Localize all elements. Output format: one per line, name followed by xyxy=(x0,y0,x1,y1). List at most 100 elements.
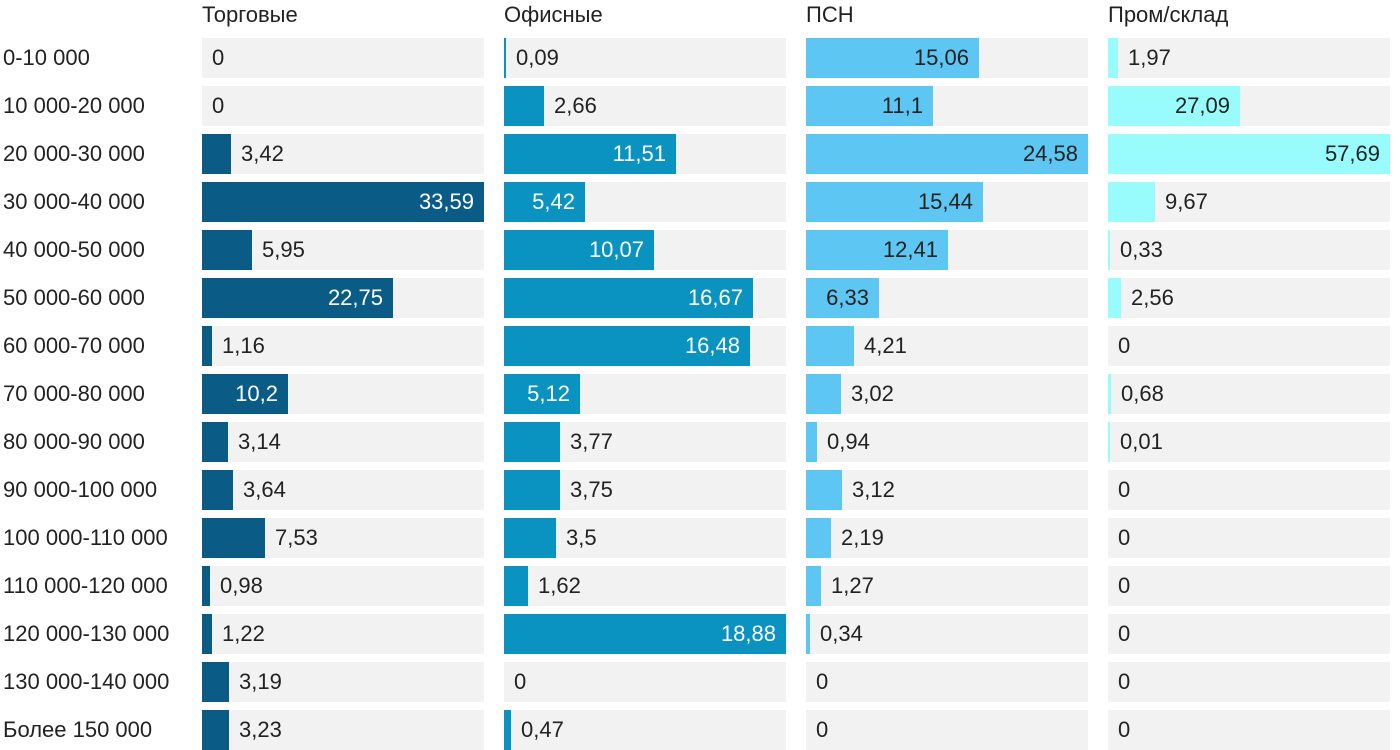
bar-track: 1,22 xyxy=(202,614,484,654)
bar-track: 0 xyxy=(1108,614,1390,654)
row-label: 90 000-100 000 xyxy=(3,477,158,502)
data-label: 1,62 xyxy=(538,573,581,598)
bar-track: 10,2 xyxy=(202,374,484,414)
data-label: 4,21 xyxy=(864,333,907,358)
bar xyxy=(504,278,753,318)
row-label: 100 000-110 000 xyxy=(3,525,168,550)
bar xyxy=(806,134,1088,174)
bar-track: 1,97 xyxy=(1108,38,1390,78)
data-label: 0 xyxy=(514,669,527,694)
row-label: 0-10 000 xyxy=(3,45,90,70)
bar xyxy=(202,230,252,270)
row-label: 80 000-90 000 xyxy=(3,429,145,454)
bar-track: 22,75 xyxy=(202,278,484,318)
bar xyxy=(806,278,879,318)
data-label: 0 xyxy=(1118,669,1131,694)
row-label: 120 000-130 000 xyxy=(3,621,170,646)
row-label: Более 150 000 xyxy=(3,717,153,742)
bar-track: 0 xyxy=(1108,518,1390,558)
data-label: 6,33 xyxy=(826,285,869,310)
bar xyxy=(806,38,979,78)
row-label: 110 000-120 000 xyxy=(3,573,168,598)
bar xyxy=(806,470,842,510)
data-label: 0 xyxy=(816,717,829,742)
bar xyxy=(504,326,750,366)
bar xyxy=(202,422,228,462)
bar-track: 2,56 xyxy=(1108,278,1390,318)
bar xyxy=(806,182,983,222)
bar xyxy=(504,518,556,558)
bar xyxy=(806,614,810,654)
bar-track: 0,47 xyxy=(504,710,786,750)
bar-track: 0,01 xyxy=(1108,422,1390,462)
data-label: 7,53 xyxy=(275,525,318,550)
bar-track: 3,5 xyxy=(504,518,786,558)
data-label: 0,94 xyxy=(827,429,870,454)
bar xyxy=(202,134,231,174)
data-label: 0,98 xyxy=(220,573,263,598)
bar xyxy=(1108,422,1110,462)
bar-track: 5,12 xyxy=(504,374,786,414)
bar xyxy=(504,374,580,414)
bar xyxy=(504,422,560,462)
bar xyxy=(202,662,229,702)
bar-track: 15,06 xyxy=(806,38,1088,78)
bar-track: 0 xyxy=(806,662,1088,702)
bar-track: 9,67 xyxy=(1108,182,1390,222)
data-label: 16,67 xyxy=(687,285,743,310)
bar-track: 0 xyxy=(1108,326,1390,366)
bar-track: 3,23 xyxy=(202,710,484,750)
data-label: 3,64 xyxy=(243,477,286,502)
bar-track: 11,1 xyxy=(806,86,1088,126)
data-label: 10,2 xyxy=(235,381,278,406)
bar xyxy=(1108,182,1155,222)
bar xyxy=(504,182,585,222)
data-label: 3,75 xyxy=(570,477,613,502)
bar xyxy=(202,326,212,366)
bar-track: 7,53 xyxy=(202,518,484,558)
data-label: 10,07 xyxy=(588,237,644,262)
data-label: 33,59 xyxy=(418,189,474,214)
bar-track: 3,75 xyxy=(504,470,786,510)
bar-track: 1,27 xyxy=(806,566,1088,606)
bar xyxy=(202,182,484,222)
data-label: 0 xyxy=(816,669,829,694)
bar-track: 1,62 xyxy=(504,566,786,606)
bar-track: 0 xyxy=(1108,710,1390,750)
bar xyxy=(202,518,265,558)
bar-track: 0 xyxy=(1108,470,1390,510)
series-header: Торговые xyxy=(202,2,298,27)
data-label: 2,56 xyxy=(1131,285,1174,310)
data-label: 24,58 xyxy=(1022,141,1078,166)
data-label: 5,12 xyxy=(527,381,570,406)
bar-track: 0 xyxy=(202,86,484,126)
data-label: 15,44 xyxy=(917,189,973,214)
bar-track: 6,33 xyxy=(806,278,1088,318)
bar xyxy=(806,230,948,270)
data-label: 11,1 xyxy=(881,93,923,118)
data-label: 0 xyxy=(1118,525,1131,550)
data-label: 3,14 xyxy=(238,429,281,454)
data-label: 3,02 xyxy=(851,381,894,406)
bar-track: 3,77 xyxy=(504,422,786,462)
row-label: 50 000-60 000 xyxy=(3,285,145,310)
row-label: 70 000-80 000 xyxy=(3,381,145,406)
data-label: 0,34 xyxy=(820,621,863,646)
bar xyxy=(202,470,233,510)
data-label: 3,77 xyxy=(570,429,613,454)
data-label: 5,42 xyxy=(532,189,575,214)
bar-track: 3,12 xyxy=(806,470,1088,510)
data-label: 12,41 xyxy=(882,237,938,262)
bar-track: 15,44 xyxy=(806,182,1088,222)
bar-track: 0,94 xyxy=(806,422,1088,462)
data-label: 16,48 xyxy=(684,333,740,358)
row-label: 130 000-140 000 xyxy=(3,669,170,694)
bar xyxy=(202,278,393,318)
bar-track: 0 xyxy=(806,710,1088,750)
bar-track: 33,59 xyxy=(202,182,484,222)
data-label: 0 xyxy=(1118,621,1131,646)
data-label: 2,66 xyxy=(554,93,597,118)
bar xyxy=(1108,38,1118,78)
bar xyxy=(202,374,288,414)
